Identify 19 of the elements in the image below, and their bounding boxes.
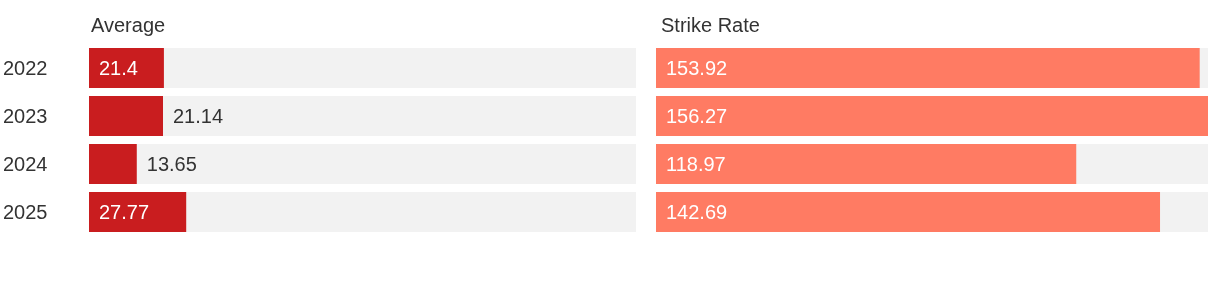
- data-label: 21.4: [99, 57, 138, 79]
- data-label: 142.69: [666, 201, 728, 223]
- data-label: 21.14: [173, 105, 224, 127]
- y-tick-label: 2024: [3, 153, 48, 175]
- bar: [89, 96, 163, 136]
- y-tick-label: 2022: [3, 57, 48, 79]
- bar: [656, 48, 1200, 88]
- chart-title: Average: [91, 14, 166, 36]
- chart-title: Strike Rate: [661, 14, 760, 36]
- data-label: 13.65: [146, 153, 197, 175]
- y-tick-label: 2023: [3, 105, 48, 127]
- data-label: 153.92: [666, 57, 728, 79]
- data-label: 156.27: [666, 105, 728, 127]
- data-label: 118.97: [666, 153, 726, 175]
- data-label: 27.77: [99, 201, 150, 223]
- bar: [89, 48, 164, 88]
- y-tick-label: 2025: [3, 201, 48, 223]
- bar: [89, 192, 187, 232]
- bar: [89, 144, 137, 184]
